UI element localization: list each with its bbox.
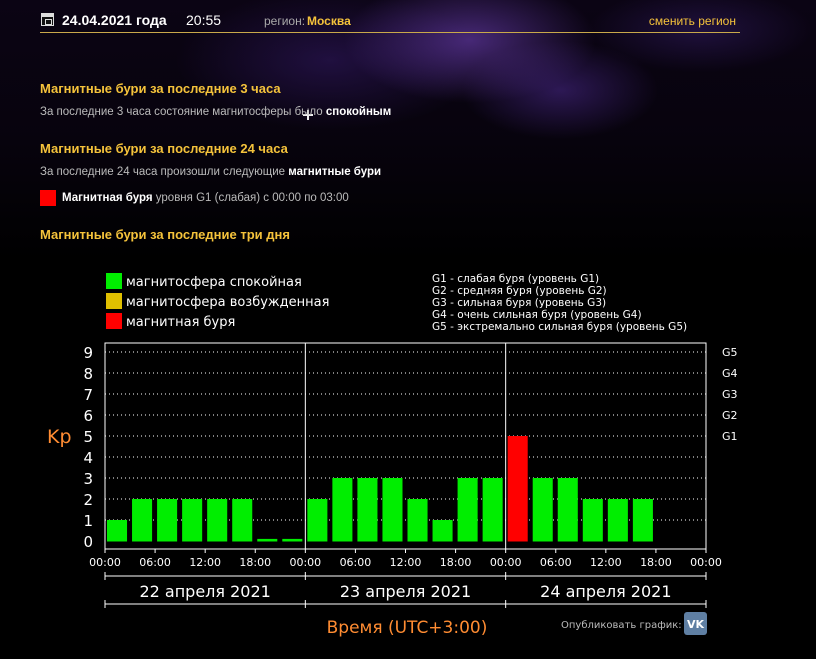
text-24h: За последние 24 часа произошли следующие… [40, 166, 382, 178]
kp-bar [532, 478, 553, 542]
g-level-ticks: G1 G2 G3 G4 G5 [722, 346, 738, 443]
calendar-icon [41, 13, 54, 26]
chart-legend: магнитосфера спокойная магнитосфера возбу… [106, 273, 329, 330]
x-tick-label: 06:00 [340, 556, 372, 569]
current-date: 24.04.2021 года [62, 12, 167, 28]
x-tick-label: 00:00 [89, 556, 121, 569]
y-tick-label: 7 [83, 386, 93, 404]
g-level-legend: G1 - слабая буря (уровень G1)G2 - средня… [432, 273, 687, 333]
y-tick-label: 6 [83, 407, 93, 425]
kp-bar [207, 499, 228, 542]
kp-bar [432, 520, 453, 542]
kp-bar [282, 538, 303, 542]
y-tick-label: 1 [83, 512, 93, 530]
storm-indicator-square [40, 190, 56, 206]
kp-bar [332, 478, 353, 542]
y-tick-label: 5 [83, 428, 93, 446]
x-tick-label: 18:00 [640, 556, 672, 569]
kp-bar [257, 538, 278, 542]
y-tick-label: 8 [83, 365, 93, 383]
kp-bar [607, 499, 628, 542]
kp-bar [457, 478, 478, 542]
g-legend-item: G2 - средняя буря (уровень G2) [432, 285, 607, 297]
day-label: 24 апреля 2021 [540, 582, 671, 601]
top-bar: 24.04.2021 года 20:55 регион: Москва сме… [40, 10, 740, 33]
x-tick-label: 12:00 [189, 556, 221, 569]
publish-label: Опубликовать график: [561, 620, 682, 631]
kp-bar [507, 436, 528, 542]
kp-chart: магнитосфера спокойная магнитосфера возбу… [47, 273, 738, 638]
x-tick-label: 06:00 [540, 556, 572, 569]
title-3d: Магнитные бури за последние три дня [40, 227, 290, 242]
g-level-tick-label: G1 [722, 430, 738, 443]
x-tick-label: 00:00 [289, 556, 321, 569]
kp-bar [482, 478, 503, 542]
x-tick-label: 12:00 [590, 556, 622, 569]
y-axis-label: Kp [47, 426, 72, 448]
y-axis-ticks: 0 1 2 3 4 5 6 7 8 9 [83, 344, 93, 551]
change-region-link[interactable]: сменить регион [648, 14, 736, 28]
background-space [0, 0, 816, 260]
kp-bar [382, 478, 403, 542]
vk-icon: VK [687, 618, 705, 631]
legend-label: магнитная буря [126, 315, 235, 330]
g-level-tick-label: G2 [722, 409, 738, 422]
g-legend-item: G4 - очень сильная буря (уровень G4) [432, 309, 642, 321]
legend-swatch [106, 273, 122, 289]
x-tick-label: 18:00 [440, 556, 472, 569]
legend-swatch [106, 293, 122, 309]
kp-bar [632, 499, 653, 542]
x-tick-label: 12:00 [390, 556, 422, 569]
day-label: 22 апреля 2021 [139, 582, 270, 601]
kp-bar [132, 499, 153, 542]
g-legend-item: G5 - экстремально сильная буря (уровень … [432, 321, 687, 333]
g-legend-item: G1 - слабая буря (уровень G1) [432, 273, 599, 285]
legend-label: магнитосфера возбужденная [126, 295, 329, 310]
title-3h: Магнитные бури за последние 3 часа [40, 81, 281, 96]
y-tick-label: 9 [83, 344, 93, 362]
kp-bar [232, 499, 253, 542]
g-level-tick-label: G5 [722, 346, 738, 359]
kp-bar [157, 499, 178, 542]
day-label: 23 апреля 2021 [340, 582, 471, 601]
x-tick-label: 18:00 [239, 556, 271, 569]
kp-bar [407, 499, 428, 542]
x-axis-ticks: 00:00 06:00 12:00 18:00 00:00 06:00 12:00 18:00… [89, 549, 722, 569]
kp-bar [182, 499, 203, 542]
kp-bar [107, 520, 128, 542]
region-label: регион: [264, 14, 306, 28]
y-tick-label: 3 [83, 470, 93, 488]
kp-bar [557, 478, 578, 542]
y-tick-label: 2 [83, 491, 93, 509]
x-tick-label: 06:00 [139, 556, 171, 569]
title-24h: Магнитные бури за последние 24 часа [40, 141, 288, 156]
x-axis-label: Время (UTC+3:00) [327, 618, 488, 638]
g-level-tick-label: G3 [722, 388, 738, 401]
text-3h: За последние 3 часа состояние магнитосфе… [40, 106, 392, 118]
region-value: Москва [307, 14, 351, 28]
x-tick-label: 00:00 [690, 556, 722, 569]
star-sparkle [303, 110, 313, 120]
kp-bar [582, 499, 603, 542]
kp-bar [357, 478, 378, 542]
day-labels: 22 апреля 2021 23 апреля 2021 24 апреля 20… [104, 572, 707, 608]
y-tick-label: 4 [83, 449, 93, 467]
storm-event: Магнитная буря уровня G1 (слабая) с 00:0… [62, 192, 349, 204]
chart-bars [107, 436, 653, 542]
vk-share-button[interactable]: VK [684, 612, 707, 635]
chart-grid [105, 343, 706, 549]
legend-swatch [106, 313, 122, 329]
y-tick-label: 0 [83, 533, 93, 551]
x-tick-label: 00:00 [490, 556, 522, 569]
kp-bar [307, 499, 328, 542]
g-level-tick-label: G4 [722, 367, 738, 380]
legend-label: магнитосфера спокойная [126, 275, 302, 290]
g-legend-item: G3 - сильная буря (уровень G3) [432, 297, 606, 309]
current-time: 20:55 [186, 12, 222, 28]
